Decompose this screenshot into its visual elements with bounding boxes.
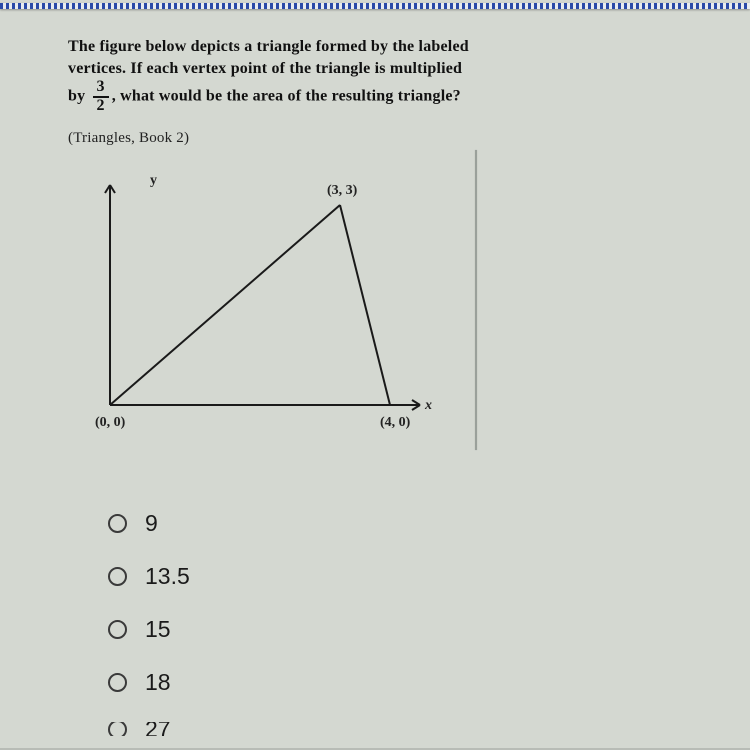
- radio-icon: [108, 567, 127, 586]
- option-3[interactable]: 18: [108, 669, 190, 696]
- q-line3-pre: by: [68, 88, 85, 105]
- option-2[interactable]: 15: [108, 616, 190, 643]
- option-0[interactable]: 9: [108, 510, 190, 537]
- radio-icon: [108, 722, 127, 736]
- q-line1: The figure below depicts a triangle form…: [68, 38, 469, 55]
- answer-options: 9 13.5 15 18 27: [108, 510, 190, 750]
- vertex-label-0: (0, 0): [95, 415, 125, 431]
- right-vertical-rule: [475, 150, 477, 450]
- vertex-label-2: (4, 0): [380, 415, 410, 431]
- x-axis-label: x: [425, 398, 432, 414]
- option-4-partial[interactable]: 27: [108, 722, 190, 736]
- graph-svg: [80, 165, 460, 435]
- question-text: The figure below depicts a triangle form…: [68, 36, 538, 115]
- fraction: 3 2: [93, 79, 109, 115]
- y-axis-label: y: [150, 173, 157, 189]
- option-label: 15: [145, 616, 171, 643]
- fraction-denominator: 2: [93, 98, 109, 115]
- q-line2: vertices. If each vertex point of the tr…: [68, 60, 462, 77]
- radio-icon: [108, 673, 127, 692]
- option-1[interactable]: 13.5: [108, 563, 190, 590]
- radio-icon: [108, 620, 127, 639]
- triangle-graph: y x (0, 0) (3, 3) (4, 0): [80, 165, 460, 435]
- option-label: 18: [145, 669, 171, 696]
- top-divider: [0, 3, 750, 9]
- option-label: 9: [145, 510, 158, 537]
- radio-icon: [108, 514, 127, 533]
- fraction-numerator: 3: [93, 79, 109, 98]
- option-label: 27: [145, 722, 171, 736]
- vertex-label-1: (3, 3): [327, 183, 357, 199]
- option-label: 13.5: [145, 563, 190, 590]
- question-reference: (Triangles, Book 2): [68, 130, 189, 147]
- q-line3-post: , what would be the area of the resultin…: [112, 88, 461, 105]
